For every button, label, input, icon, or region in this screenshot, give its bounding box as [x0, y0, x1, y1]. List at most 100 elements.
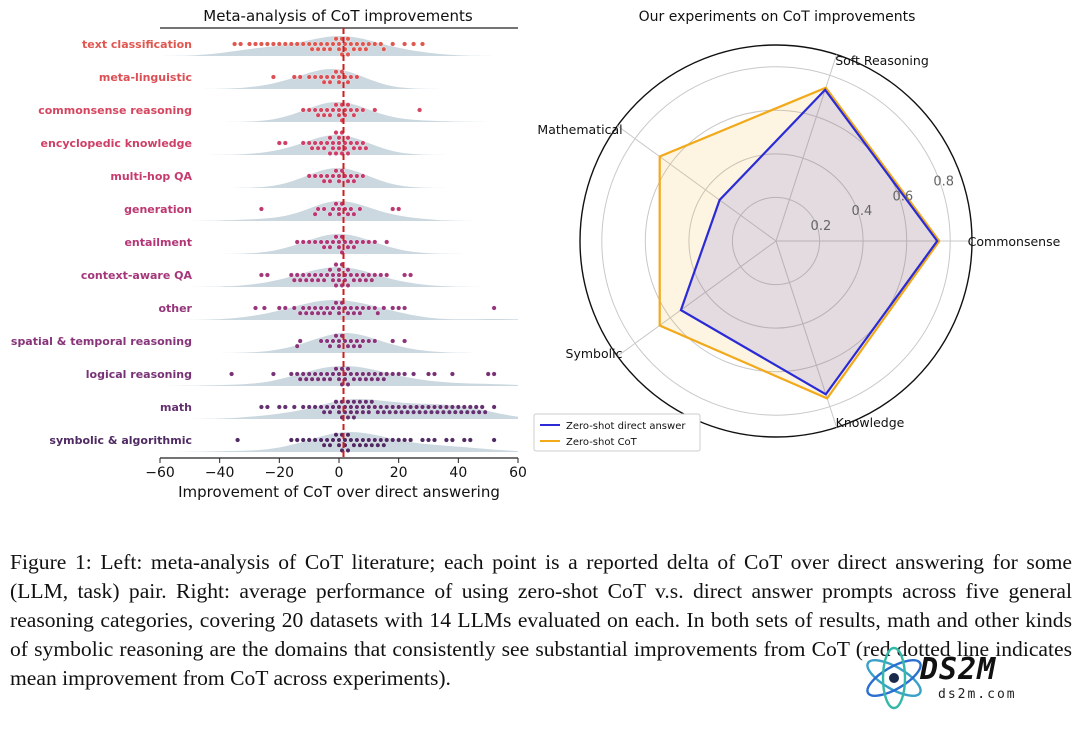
data-point: [309, 145, 315, 151]
data-point: [405, 409, 411, 415]
x-tick-label: −20: [265, 465, 295, 481]
data-point: [282, 140, 288, 146]
data-point: [390, 371, 396, 377]
data-point: [330, 277, 336, 283]
data-point: [408, 404, 414, 410]
data-point: [294, 437, 300, 443]
data-point: [348, 239, 354, 245]
figure-1: Meta-analysis of CoT improvements text c…: [11, 7, 1061, 501]
data-point: [270, 41, 276, 47]
data-point: [375, 409, 381, 415]
data-point: [348, 437, 354, 443]
data-point: [420, 404, 426, 410]
data-point: [336, 178, 342, 184]
data-point: [333, 282, 339, 288]
data-point: [420, 437, 426, 443]
data-point: [315, 376, 321, 382]
category-label: spatial & temporal reasoning: [11, 335, 192, 348]
data-point: [324, 239, 330, 245]
data-point: [330, 239, 336, 245]
data-point: [258, 404, 264, 410]
watermark-text: DS2M: [920, 652, 997, 687]
data-point: [384, 239, 390, 245]
data-point: [351, 343, 357, 349]
data-point: [461, 437, 467, 443]
data-point: [333, 262, 339, 268]
data-point: [330, 107, 336, 113]
radar-spoke: [617, 240, 777, 357]
data-point: [351, 414, 357, 420]
data-point: [306, 404, 312, 410]
data-point: [390, 404, 396, 410]
data-point: [360, 338, 366, 344]
radar-chart: 0.2 0.4 0.6 0.8 Commonsense Soft Reasoning Mat…: [537, 44, 1061, 438]
data-point: [360, 239, 366, 245]
data-point: [282, 404, 288, 410]
data-point: [363, 46, 369, 52]
data-point: [336, 244, 342, 250]
data-point: [396, 404, 402, 410]
data-point: [348, 371, 354, 377]
data-point: [318, 173, 324, 179]
data-point: [336, 107, 342, 113]
data-point: [282, 305, 288, 311]
data-point: [330, 74, 336, 80]
data-point: [324, 74, 330, 80]
data-point: [366, 371, 372, 377]
data-point: [393, 409, 399, 415]
data-point: [455, 404, 461, 410]
data-point: [324, 305, 330, 311]
watermark-logo-icon: [866, 646, 922, 710]
data-point: [437, 404, 443, 410]
data-point: [324, 338, 330, 344]
data-point: [312, 107, 318, 113]
data-point: [384, 437, 390, 443]
category-label: encyclopedic knowledge: [41, 137, 192, 150]
data-point: [363, 145, 369, 151]
data-point: [449, 371, 455, 377]
data-point: [360, 140, 366, 146]
data-point: [396, 206, 402, 212]
data-point: [339, 168, 345, 174]
data-point: [375, 310, 381, 316]
data-point: [345, 102, 351, 108]
data-point: [345, 178, 351, 184]
category-label: commonsense reasoning: [38, 104, 192, 117]
data-point: [443, 404, 449, 410]
data-point: [360, 107, 366, 113]
data-point: [327, 244, 333, 250]
data-point: [390, 41, 396, 47]
x-tick-label: 60: [509, 465, 527, 481]
category-label-layer: text classification meta-linguistic common…: [11, 38, 193, 447]
data-point: [336, 46, 342, 52]
data-point: [345, 399, 351, 405]
data-point: [360, 305, 366, 311]
data-point: [354, 338, 360, 344]
data-point: [294, 41, 300, 47]
data-point: [369, 277, 375, 283]
data-point: [336, 310, 342, 316]
data-point: [357, 46, 363, 52]
data-point: [443, 437, 449, 443]
legend-label-direct: Zero-shot direct answer: [566, 421, 686, 432]
data-point: [288, 41, 294, 47]
data-point: [458, 409, 464, 415]
data-point: [333, 333, 339, 339]
data-point: [378, 41, 384, 47]
data-point: [446, 409, 452, 415]
data-point: [300, 305, 306, 311]
data-point: [336, 338, 342, 344]
radar-spoke: [775, 54, 838, 242]
data-point: [381, 305, 387, 311]
data-point: [270, 371, 276, 377]
data-point: [354, 107, 360, 113]
data-point: [378, 404, 384, 410]
data-point: [315, 145, 321, 151]
data-point: [354, 437, 360, 443]
data-point: [402, 272, 408, 278]
data-point: [372, 305, 378, 311]
data-point: [333, 102, 339, 108]
data-point: [449, 437, 455, 443]
data-point: [357, 206, 363, 212]
data-point: [315, 46, 321, 52]
